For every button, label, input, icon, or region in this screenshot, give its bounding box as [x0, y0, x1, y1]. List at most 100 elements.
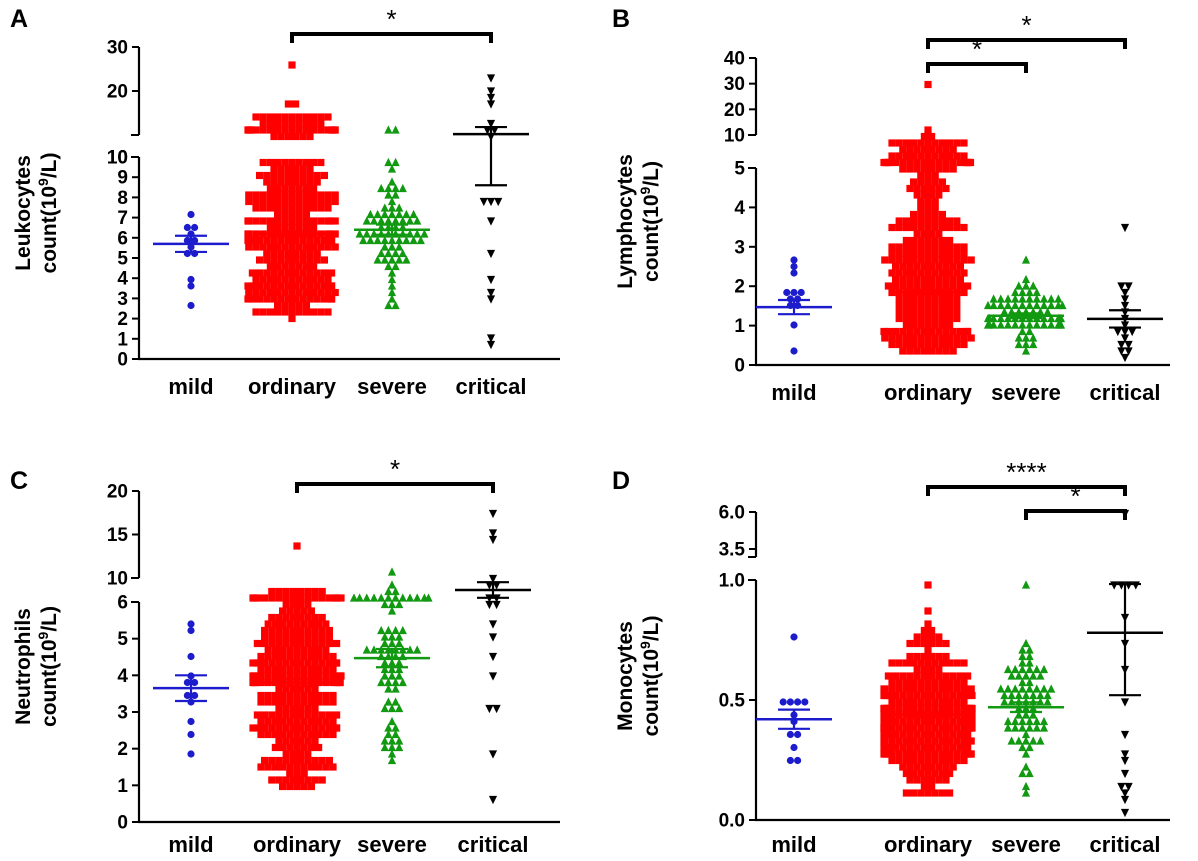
data-point [935, 262, 943, 271]
data-point [1018, 651, 1027, 661]
data-point [384, 183, 393, 193]
data-point [902, 269, 910, 277]
data-point [289, 704, 297, 713]
data-point [931, 704, 939, 713]
data-point [264, 652, 272, 661]
data-point [310, 184, 318, 193]
data-point [384, 261, 393, 271]
data-point [1032, 287, 1041, 297]
data-point [953, 314, 961, 323]
significance-label: * [972, 34, 982, 64]
data-point [380, 671, 389, 680]
data-point [910, 256, 918, 264]
data-point [261, 756, 269, 765]
data-point [332, 678, 341, 687]
data-point [307, 652, 315, 661]
data-point [1007, 671, 1016, 680]
data-point [310, 223, 318, 232]
data-point [786, 730, 795, 739]
data-point [924, 646, 932, 654]
data-point [1021, 333, 1031, 342]
data-point [920, 672, 928, 680]
data-point [187, 275, 195, 284]
data-point [1120, 327, 1130, 337]
data-point [924, 236, 932, 245]
data-point [282, 659, 290, 667]
data-point [380, 235, 389, 245]
data-point [310, 158, 318, 167]
data-point [279, 672, 287, 680]
data-point [902, 685, 910, 693]
data-point [1120, 334, 1130, 343]
data-point [281, 288, 289, 297]
data-point [1018, 287, 1027, 297]
data-point [931, 171, 939, 180]
data-point [292, 171, 300, 180]
data-point [384, 625, 393, 635]
data-point [306, 132, 314, 141]
data-point [1003, 313, 1013, 323]
data-point [320, 269, 328, 277]
data-point [946, 308, 954, 316]
data-point [963, 730, 972, 739]
data-point [910, 750, 918, 758]
data-point [899, 158, 907, 167]
y-tick-label: 0.5 [719, 691, 746, 712]
data-point [300, 782, 308, 791]
x-category-label: ordinary [884, 380, 973, 405]
data-point [315, 698, 323, 706]
data-point [888, 756, 896, 765]
x-category-label: mild [771, 380, 816, 405]
data-point [295, 308, 303, 316]
y-tick-label: 2 [117, 309, 128, 330]
data-point [310, 275, 318, 284]
data-point [395, 209, 404, 219]
data-point [257, 691, 265, 700]
data-point [183, 691, 191, 700]
data-point [307, 763, 315, 771]
data-point [387, 235, 397, 245]
data-point [924, 139, 932, 147]
data-point [299, 171, 307, 180]
data-point [395, 671, 404, 680]
data-point [253, 724, 261, 732]
data-point [1011, 716, 1020, 726]
data-point [949, 145, 957, 154]
data-point [293, 607, 301, 615]
group-ordinary [880, 581, 976, 797]
data-point [306, 165, 314, 173]
data-point [274, 197, 282, 206]
data-point [284, 256, 292, 264]
data-point [313, 249, 321, 258]
y-tick-label: 3 [117, 703, 128, 724]
data-point [263, 171, 271, 180]
data-point [322, 698, 330, 706]
data-point [304, 626, 312, 635]
data-point [881, 750, 889, 758]
data-point [270, 132, 278, 141]
data-point [931, 685, 939, 693]
data-point [1032, 300, 1041, 310]
data-point [275, 685, 283, 693]
data-point [331, 243, 339, 251]
data-point [266, 113, 274, 121]
data-point [307, 620, 315, 628]
data-point [288, 288, 296, 297]
data-point [1039, 294, 1049, 303]
data-point [917, 139, 925, 147]
data-point [395, 203, 404, 212]
data-point [1007, 736, 1016, 745]
data-point [902, 334, 910, 342]
data-point [244, 236, 252, 245]
data-point [268, 633, 276, 641]
data-point [295, 223, 303, 232]
data-point [1018, 320, 1027, 329]
data-point [257, 717, 265, 726]
data-point [880, 743, 888, 752]
data-point [917, 269, 925, 277]
data-point [920, 633, 928, 641]
data-point [299, 236, 307, 245]
data-point [300, 698, 308, 706]
data-point [946, 334, 954, 342]
data-point [953, 678, 961, 687]
